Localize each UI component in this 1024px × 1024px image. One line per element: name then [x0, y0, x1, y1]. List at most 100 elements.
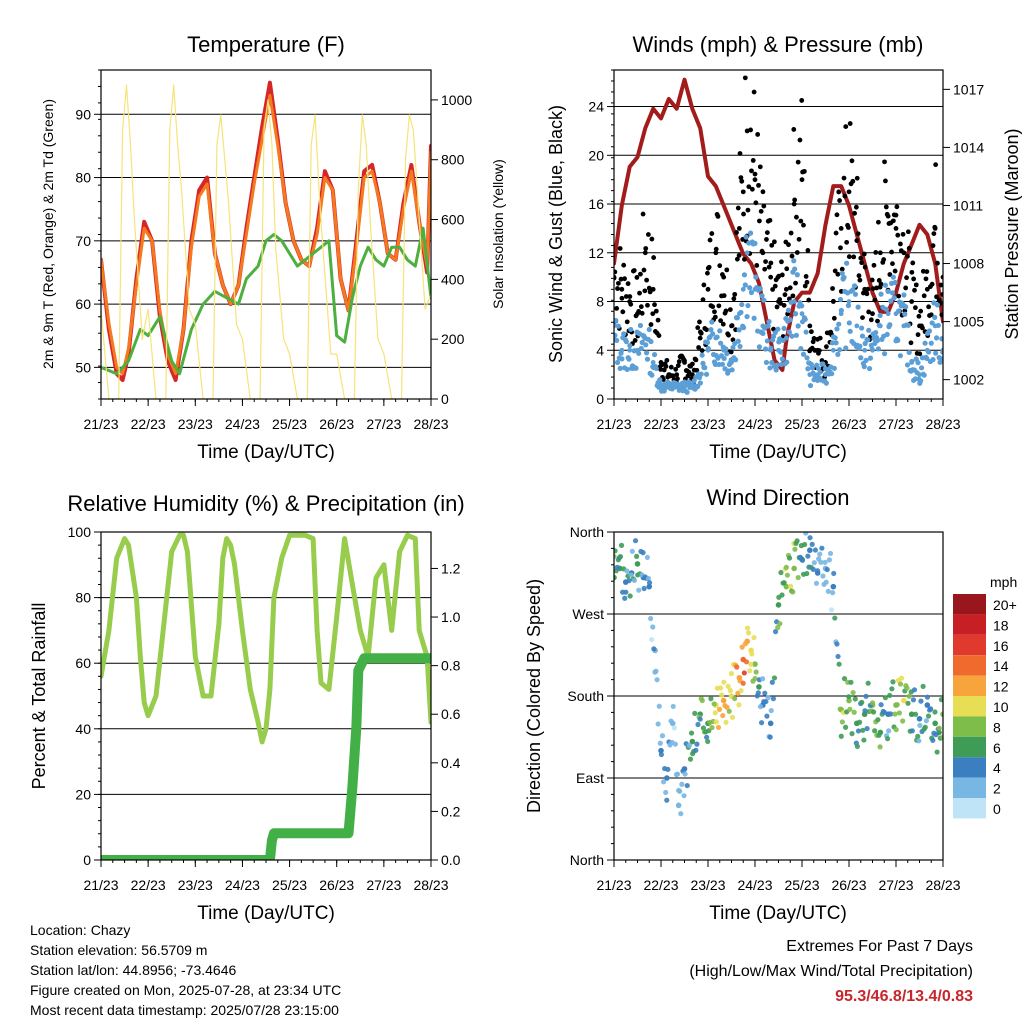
gust-point — [836, 189, 842, 195]
gust-point — [666, 372, 672, 378]
wind-point — [844, 260, 850, 266]
direction-point — [778, 569, 784, 576]
direction-point — [614, 553, 617, 560]
direction-point — [646, 583, 653, 590]
gust-point — [705, 286, 711, 292]
gust-point — [634, 275, 640, 280]
gust-point — [921, 293, 927, 299]
gust-point — [614, 269, 618, 275]
wind-point — [830, 347, 836, 353]
wind-point — [697, 372, 703, 378]
gust-point — [851, 254, 857, 260]
gust-point — [893, 226, 899, 231]
direction-point — [916, 715, 923, 722]
wind-point — [885, 288, 891, 294]
gust-point — [737, 151, 743, 156]
gust-point — [913, 282, 919, 288]
direction-point — [875, 717, 881, 723]
direction-point — [682, 771, 688, 777]
gust-point — [860, 315, 865, 320]
direction-point — [912, 711, 919, 717]
wind-point — [792, 266, 798, 272]
direction-point — [659, 733, 666, 739]
colorbar-swatch — [953, 614, 986, 635]
direction-point — [933, 732, 939, 738]
direction-point — [923, 718, 929, 724]
gust-point — [791, 201, 797, 207]
gust-point — [779, 259, 784, 265]
gust-point — [875, 318, 880, 324]
gust-point — [754, 263, 760, 268]
gust-point — [709, 231, 715, 236]
gust-point — [686, 369, 692, 375]
gust-point — [862, 286, 868, 292]
gust-point — [779, 272, 785, 278]
gust-point — [864, 291, 870, 297]
wind-point — [929, 320, 935, 326]
wind-point — [689, 384, 695, 390]
direction-title: Wind Direction — [706, 485, 849, 510]
wind-point — [875, 346, 881, 352]
gust-point — [645, 232, 651, 237]
wind-point — [793, 332, 800, 338]
direction-point — [859, 699, 865, 705]
colorbar-label: 18 — [993, 617, 1009, 633]
temp-ytick-label: 50 — [75, 359, 91, 375]
direction-point — [705, 738, 711, 745]
gust-point — [853, 204, 859, 210]
direction-point — [689, 738, 696, 745]
gust-point — [784, 266, 790, 272]
direction-point — [825, 588, 831, 594]
gust-point — [735, 205, 741, 211]
gust-point — [794, 250, 800, 255]
wind-frame — [613, 69, 944, 400]
direction-point — [758, 720, 765, 726]
gust-point — [807, 323, 813, 329]
direction-point — [775, 624, 781, 631]
wind-point — [624, 366, 630, 373]
gust-point — [675, 363, 681, 368]
direction-point — [842, 724, 849, 730]
gust-point — [938, 282, 943, 288]
direction-point — [648, 615, 654, 622]
wind-point — [741, 272, 748, 278]
direction-point — [817, 551, 823, 557]
direction-point — [838, 733, 844, 739]
gust-point — [745, 207, 751, 213]
dir-xtick-label: 25/23 — [784, 877, 819, 893]
gust-point — [638, 271, 643, 277]
wind-point — [742, 282, 748, 288]
temperature-xlabel: Time (Day/UTC) — [197, 442, 335, 463]
wind-point — [765, 323, 771, 329]
wind-xtick-label: 27/23 — [878, 416, 913, 432]
temp-xtick-label: 22/23 — [131, 416, 166, 432]
gust-point — [883, 204, 889, 210]
gust-point — [935, 260, 940, 266]
gust-point — [933, 162, 939, 168]
wind-point — [802, 316, 808, 322]
direction-point — [900, 718, 906, 724]
direction-point — [850, 689, 856, 696]
gust-point — [652, 302, 657, 308]
wind-ytick-label: 16 — [588, 196, 604, 212]
direction-point — [640, 550, 646, 556]
direction-point — [715, 724, 722, 731]
wind-point — [719, 361, 725, 367]
direction-point — [636, 587, 642, 593]
direction-point — [901, 697, 907, 704]
gust-point — [892, 268, 898, 274]
direction-point — [905, 700, 911, 706]
gust-point — [712, 309, 717, 315]
gust-point — [809, 329, 814, 335]
wind-point — [904, 362, 911, 368]
wind-point — [682, 384, 687, 390]
gust-point — [614, 305, 620, 311]
colorbar-swatch — [953, 716, 986, 737]
wind-point — [897, 353, 904, 359]
gust-point — [855, 231, 861, 237]
gust-point — [869, 277, 875, 283]
gust-point — [905, 229, 911, 235]
direction-point — [897, 681, 904, 687]
gust-point — [834, 212, 840, 218]
gust-point — [791, 127, 797, 132]
